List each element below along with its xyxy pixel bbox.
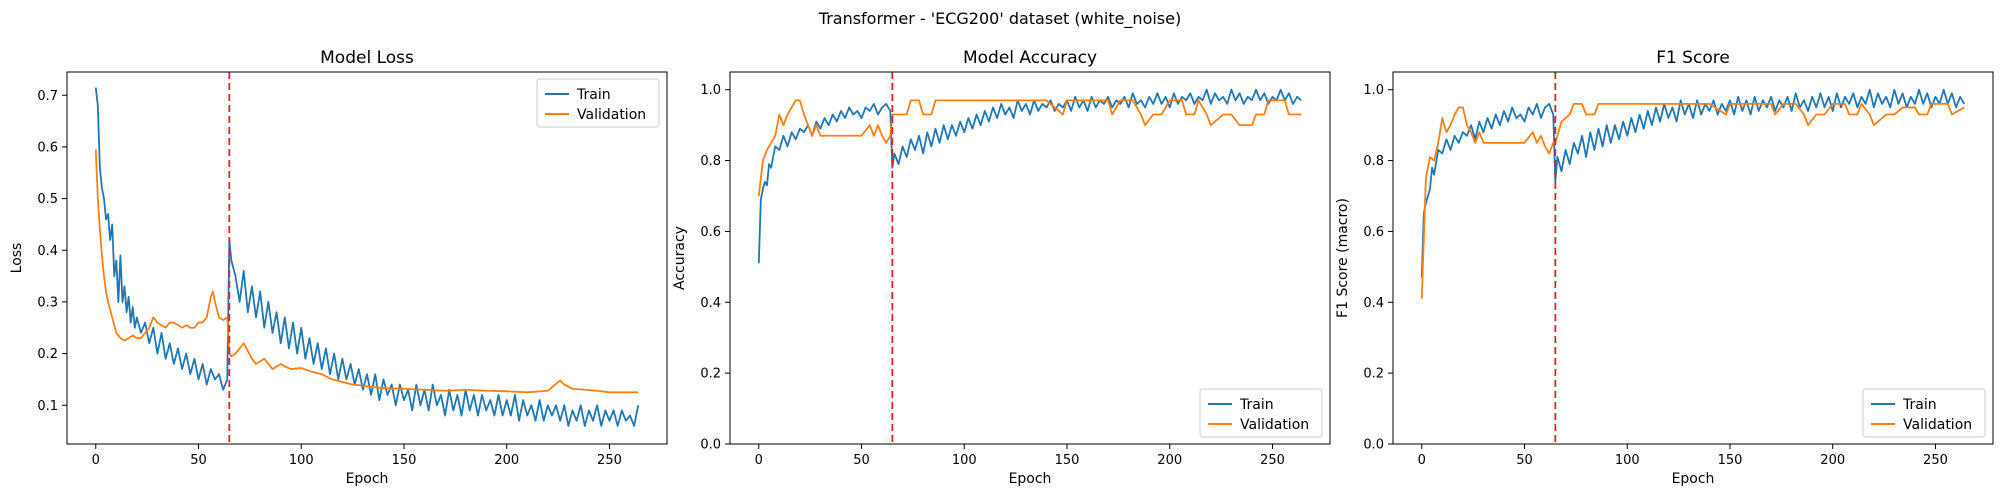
x-tick-label: 200: [1820, 453, 1845, 468]
x-tick-label: 50: [1516, 453, 1533, 468]
y-tick-label: 0.6: [37, 140, 58, 155]
series-line-train: [757, 88, 1302, 264]
chart-panel-3: F1 Score 0 50 100 150 200 250 0.0 0.2 0.4 0.6 0.8 1.…: [1335, 48, 1994, 487]
legend-label-train: Train: [576, 87, 611, 103]
x-tick-label: 50: [853, 453, 870, 468]
x-tick-label: 250: [1923, 453, 1948, 468]
x-axis-label: Epoch: [1009, 471, 1052, 487]
figure-suptitle: Transformer - 'ECG200' dataset (white_no…: [818, 9, 1181, 29]
y-tick-label: 0.7: [37, 89, 58, 104]
chart-panel-2: Model Accuracy 0 50 100 150 200 250 0.0 0.2 0.4 0.…: [672, 48, 1331, 487]
y-axis-label: F1 Score (macro): [1335, 198, 1351, 318]
plot-frame: [1392, 71, 1994, 445]
x-axis-label: Epoch: [1672, 471, 1715, 487]
y-tick-label: 0.3: [37, 295, 58, 310]
legend-label-validation: Validation: [1903, 417, 1972, 433]
series-line-train: [94, 87, 640, 427]
x-tick-label: 150: [1718, 453, 1743, 468]
y-tick-label: 0.1: [37, 399, 58, 414]
series-line-validation: [757, 99, 1302, 197]
x-tick-label: 150: [1055, 453, 1080, 468]
y-tick-label: 0.4: [37, 244, 58, 259]
x-tick-label: 100: [289, 453, 314, 468]
y-tick-label: 0.8: [1363, 154, 1384, 169]
x-tick-label: 0: [92, 453, 100, 468]
y-tick-label: 0.8: [700, 154, 721, 169]
y-tick-label: 0.6: [700, 225, 721, 240]
legend: Train Validation: [536, 78, 660, 128]
x-tick-label: 150: [392, 453, 417, 468]
y-tick-label: 0.2: [37, 347, 58, 362]
x-tick-label: 250: [1260, 453, 1285, 468]
plot-frame: [729, 71, 1331, 445]
y-tick-label: 0.4: [700, 296, 721, 311]
x-tick-label: 0: [755, 453, 763, 468]
chart-panel-1: Model Loss 0 50 100 150 200 250 0.1 0.2 0.3 0.4 0.5…: [9, 48, 668, 487]
series-line-validation: [1420, 102, 1965, 299]
y-tick-label: 0.0: [700, 438, 721, 453]
y-axis-label: Loss: [9, 243, 25, 274]
x-tick-label: 0: [1418, 453, 1426, 468]
x-tick-label: 100: [1615, 453, 1640, 468]
legend-label-train: Train: [1239, 397, 1274, 413]
y-tick-label: 0.6: [1363, 225, 1384, 240]
chart-panels: Model Loss 0 50 100 150 200 250 0.1 0.2 0.3 0.4 0.5…: [9, 48, 1994, 487]
y-tick-label: 1.0: [1363, 83, 1384, 98]
y-tick-label: 1.0: [700, 83, 721, 98]
chart-title: F1 Score: [1656, 48, 1730, 68]
y-tick-label: 0.2: [1363, 367, 1384, 382]
legend-label-train: Train: [1902, 397, 1937, 413]
series-line-train: [1420, 88, 1966, 278]
y-tick-label: 0.5: [37, 192, 58, 207]
legend-label-validation: Validation: [577, 107, 646, 123]
y-axis-label: Accuracy: [672, 226, 688, 290]
y-tick-label: 0.2: [700, 367, 721, 382]
x-tick-label: 50: [190, 453, 207, 468]
chart-title: Model Loss: [320, 48, 414, 68]
x-axis-label: Epoch: [346, 471, 389, 487]
legend: Train Validation: [1199, 388, 1323, 438]
legend: Train Validation: [1862, 388, 1986, 438]
y-tick-label: 0.0: [1363, 438, 1384, 453]
series-line-validation: [94, 149, 639, 394]
legend-label-validation: Validation: [1240, 417, 1309, 433]
y-tick-label: 0.4: [1363, 296, 1384, 311]
chart-title: Model Accuracy: [963, 48, 1097, 68]
x-tick-label: 100: [952, 453, 977, 468]
x-tick-label: 250: [597, 453, 622, 468]
x-tick-label: 200: [1157, 453, 1182, 468]
plot-frame: [66, 71, 668, 445]
x-tick-label: 200: [494, 453, 519, 468]
